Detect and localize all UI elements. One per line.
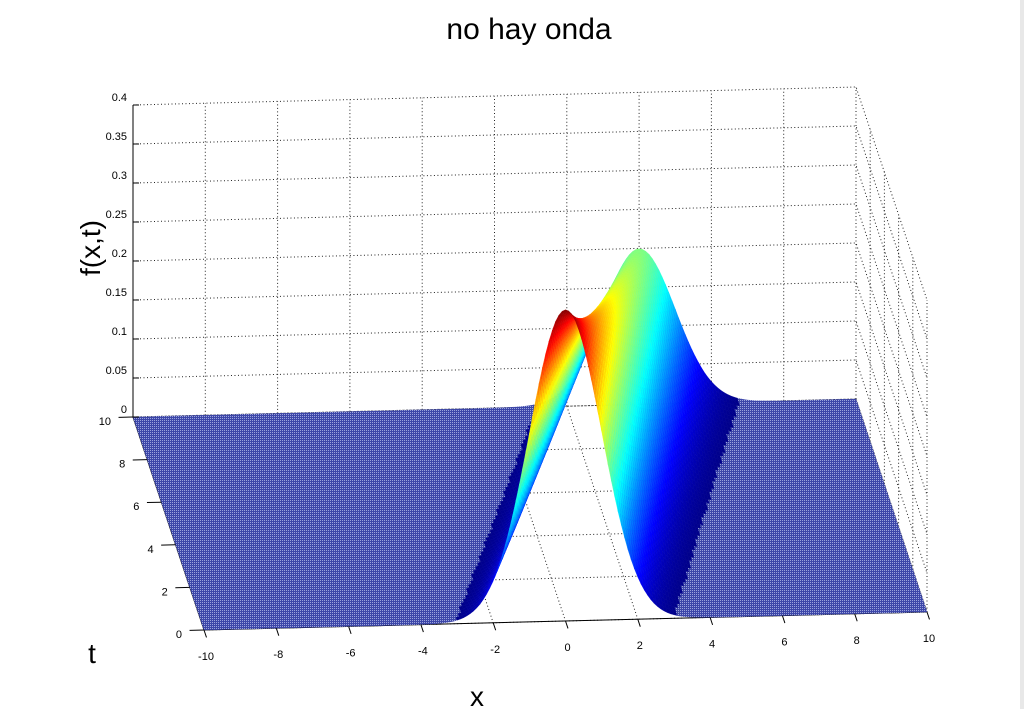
grid-line xyxy=(132,203,928,418)
grid-line xyxy=(132,86,928,301)
grid-line xyxy=(566,406,639,620)
window-edge xyxy=(1020,0,1024,709)
grid-line xyxy=(494,407,566,622)
grid-line xyxy=(132,164,928,379)
grid-line xyxy=(132,125,928,340)
surface xyxy=(132,248,928,631)
